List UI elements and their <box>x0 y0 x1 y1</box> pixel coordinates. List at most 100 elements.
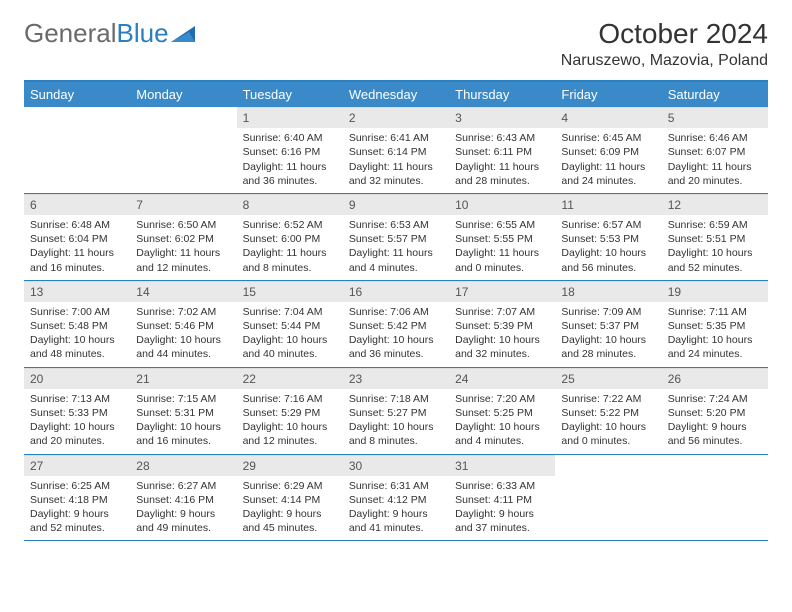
day-details: Sunrise: 6:40 AMSunset: 6:16 PMDaylight:… <box>237 128 343 193</box>
empty-cell <box>24 107 130 193</box>
calendar-week: 13Sunrise: 7:00 AMSunset: 5:48 PMDayligh… <box>24 281 768 368</box>
day-cell: 30Sunrise: 6:31 AMSunset: 4:12 PMDayligh… <box>343 455 449 541</box>
empty-cell <box>662 455 768 541</box>
day-details: Sunrise: 7:04 AMSunset: 5:44 PMDaylight:… <box>237 302 343 367</box>
header: GeneralBlue October 2024 Naruszewo, Mazo… <box>24 18 768 70</box>
day-details: Sunrise: 6:41 AMSunset: 6:14 PMDaylight:… <box>343 128 449 193</box>
calendar-week: 20Sunrise: 7:13 AMSunset: 5:33 PMDayligh… <box>24 368 768 455</box>
day-cell: 6Sunrise: 6:48 AMSunset: 6:04 PMDaylight… <box>24 194 130 280</box>
day-cell: 7Sunrise: 6:50 AMSunset: 6:02 PMDaylight… <box>130 194 236 280</box>
day-number: 15 <box>237 281 343 302</box>
day-number: 11 <box>555 194 661 215</box>
day-cell: 11Sunrise: 6:57 AMSunset: 5:53 PMDayligh… <box>555 194 661 280</box>
day-details: Sunrise: 6:50 AMSunset: 6:02 PMDaylight:… <box>130 215 236 280</box>
day-cell: 20Sunrise: 7:13 AMSunset: 5:33 PMDayligh… <box>24 368 130 454</box>
day-number: 10 <box>449 194 555 215</box>
day-details: Sunrise: 6:43 AMSunset: 6:11 PMDaylight:… <box>449 128 555 193</box>
day-number: 21 <box>130 368 236 389</box>
day-cell: 5Sunrise: 6:46 AMSunset: 6:07 PMDaylight… <box>662 107 768 193</box>
day-number: 24 <box>449 368 555 389</box>
day-number: 27 <box>24 455 130 476</box>
day-details: Sunrise: 6:27 AMSunset: 4:16 PMDaylight:… <box>130 476 236 541</box>
day-cell: 4Sunrise: 6:45 AMSunset: 6:09 PMDaylight… <box>555 107 661 193</box>
day-cell: 8Sunrise: 6:52 AMSunset: 6:00 PMDaylight… <box>237 194 343 280</box>
calendar-week: 1Sunrise: 6:40 AMSunset: 6:16 PMDaylight… <box>24 107 768 194</box>
day-details: Sunrise: 6:33 AMSunset: 4:11 PMDaylight:… <box>449 476 555 541</box>
dayname-sunday: Sunday <box>24 82 130 107</box>
day-details: Sunrise: 7:11 AMSunset: 5:35 PMDaylight:… <box>662 302 768 367</box>
day-number: 2 <box>343 107 449 128</box>
day-number: 8 <box>237 194 343 215</box>
day-details: Sunrise: 6:29 AMSunset: 4:14 PMDaylight:… <box>237 476 343 541</box>
day-number: 22 <box>237 368 343 389</box>
calendar: SundayMondayTuesdayWednesdayThursdayFrid… <box>24 80 768 541</box>
day-cell: 2Sunrise: 6:41 AMSunset: 6:14 PMDaylight… <box>343 107 449 193</box>
brand-logo: GeneralBlue <box>24 18 197 49</box>
dayname-friday: Friday <box>555 82 661 107</box>
day-number: 5 <box>662 107 768 128</box>
day-cell: 24Sunrise: 7:20 AMSunset: 5:25 PMDayligh… <box>449 368 555 454</box>
empty-cell <box>555 455 661 541</box>
day-number: 7 <box>130 194 236 215</box>
day-details: Sunrise: 7:18 AMSunset: 5:27 PMDaylight:… <box>343 389 449 454</box>
day-cell: 31Sunrise: 6:33 AMSunset: 4:11 PMDayligh… <box>449 455 555 541</box>
day-cell: 27Sunrise: 6:25 AMSunset: 4:18 PMDayligh… <box>24 455 130 541</box>
calendar-week: 27Sunrise: 6:25 AMSunset: 4:18 PMDayligh… <box>24 455 768 542</box>
title-block: October 2024 Naruszewo, Mazovia, Poland <box>561 18 768 70</box>
day-details: Sunrise: 7:07 AMSunset: 5:39 PMDaylight:… <box>449 302 555 367</box>
day-cell: 9Sunrise: 6:53 AMSunset: 5:57 PMDaylight… <box>343 194 449 280</box>
day-cell: 14Sunrise: 7:02 AMSunset: 5:46 PMDayligh… <box>130 281 236 367</box>
day-details: Sunrise: 6:57 AMSunset: 5:53 PMDaylight:… <box>555 215 661 280</box>
day-cell: 17Sunrise: 7:07 AMSunset: 5:39 PMDayligh… <box>449 281 555 367</box>
day-details: Sunrise: 7:24 AMSunset: 5:20 PMDaylight:… <box>662 389 768 454</box>
day-details: Sunrise: 6:46 AMSunset: 6:07 PMDaylight:… <box>662 128 768 193</box>
day-number: 18 <box>555 281 661 302</box>
day-details: Sunrise: 7:06 AMSunset: 5:42 PMDaylight:… <box>343 302 449 367</box>
brand-name-1: General <box>24 18 117 49</box>
day-number: 29 <box>237 455 343 476</box>
day-cell: 22Sunrise: 7:16 AMSunset: 5:29 PMDayligh… <box>237 368 343 454</box>
day-cell: 1Sunrise: 6:40 AMSunset: 6:16 PMDaylight… <box>237 107 343 193</box>
day-number: 23 <box>343 368 449 389</box>
day-number: 19 <box>662 281 768 302</box>
day-details: Sunrise: 7:15 AMSunset: 5:31 PMDaylight:… <box>130 389 236 454</box>
day-details: Sunrise: 7:00 AMSunset: 5:48 PMDaylight:… <box>24 302 130 367</box>
location-text: Naruszewo, Mazovia, Poland <box>561 52 768 70</box>
day-number: 31 <box>449 455 555 476</box>
day-details: Sunrise: 6:52 AMSunset: 6:00 PMDaylight:… <box>237 215 343 280</box>
day-number: 14 <box>130 281 236 302</box>
day-details: Sunrise: 6:55 AMSunset: 5:55 PMDaylight:… <box>449 215 555 280</box>
day-cell: 15Sunrise: 7:04 AMSunset: 5:44 PMDayligh… <box>237 281 343 367</box>
day-cell: 18Sunrise: 7:09 AMSunset: 5:37 PMDayligh… <box>555 281 661 367</box>
day-number: 28 <box>130 455 236 476</box>
brand-name-2: Blue <box>117 18 169 49</box>
day-number: 26 <box>662 368 768 389</box>
dayname-thursday: Thursday <box>449 82 555 107</box>
day-cell: 25Sunrise: 7:22 AMSunset: 5:22 PMDayligh… <box>555 368 661 454</box>
calendar-week: 6Sunrise: 6:48 AMSunset: 6:04 PMDaylight… <box>24 194 768 281</box>
page-title: October 2024 <box>561 18 768 50</box>
calendar-body: 1Sunrise: 6:40 AMSunset: 6:16 PMDaylight… <box>24 107 768 541</box>
day-cell: 23Sunrise: 7:18 AMSunset: 5:27 PMDayligh… <box>343 368 449 454</box>
day-number: 30 <box>343 455 449 476</box>
day-number: 13 <box>24 281 130 302</box>
day-number: 20 <box>24 368 130 389</box>
day-cell: 13Sunrise: 7:00 AMSunset: 5:48 PMDayligh… <box>24 281 130 367</box>
day-header-row: SundayMondayTuesdayWednesdayThursdayFrid… <box>24 82 768 107</box>
day-cell: 19Sunrise: 7:11 AMSunset: 5:35 PMDayligh… <box>662 281 768 367</box>
day-details: Sunrise: 7:22 AMSunset: 5:22 PMDaylight:… <box>555 389 661 454</box>
day-details: Sunrise: 7:13 AMSunset: 5:33 PMDaylight:… <box>24 389 130 454</box>
day-details: Sunrise: 7:20 AMSunset: 5:25 PMDaylight:… <box>449 389 555 454</box>
dayname-saturday: Saturday <box>662 82 768 107</box>
day-number: 17 <box>449 281 555 302</box>
day-details: Sunrise: 6:31 AMSunset: 4:12 PMDaylight:… <box>343 476 449 541</box>
day-details: Sunrise: 7:02 AMSunset: 5:46 PMDaylight:… <box>130 302 236 367</box>
day-details: Sunrise: 6:25 AMSunset: 4:18 PMDaylight:… <box>24 476 130 541</box>
dayname-tuesday: Tuesday <box>237 82 343 107</box>
dayname-wednesday: Wednesday <box>343 82 449 107</box>
day-details: Sunrise: 6:53 AMSunset: 5:57 PMDaylight:… <box>343 215 449 280</box>
day-details: Sunrise: 7:09 AMSunset: 5:37 PMDaylight:… <box>555 302 661 367</box>
logo-triangle-icon <box>171 24 197 44</box>
day-details: Sunrise: 6:48 AMSunset: 6:04 PMDaylight:… <box>24 215 130 280</box>
day-number: 3 <box>449 107 555 128</box>
